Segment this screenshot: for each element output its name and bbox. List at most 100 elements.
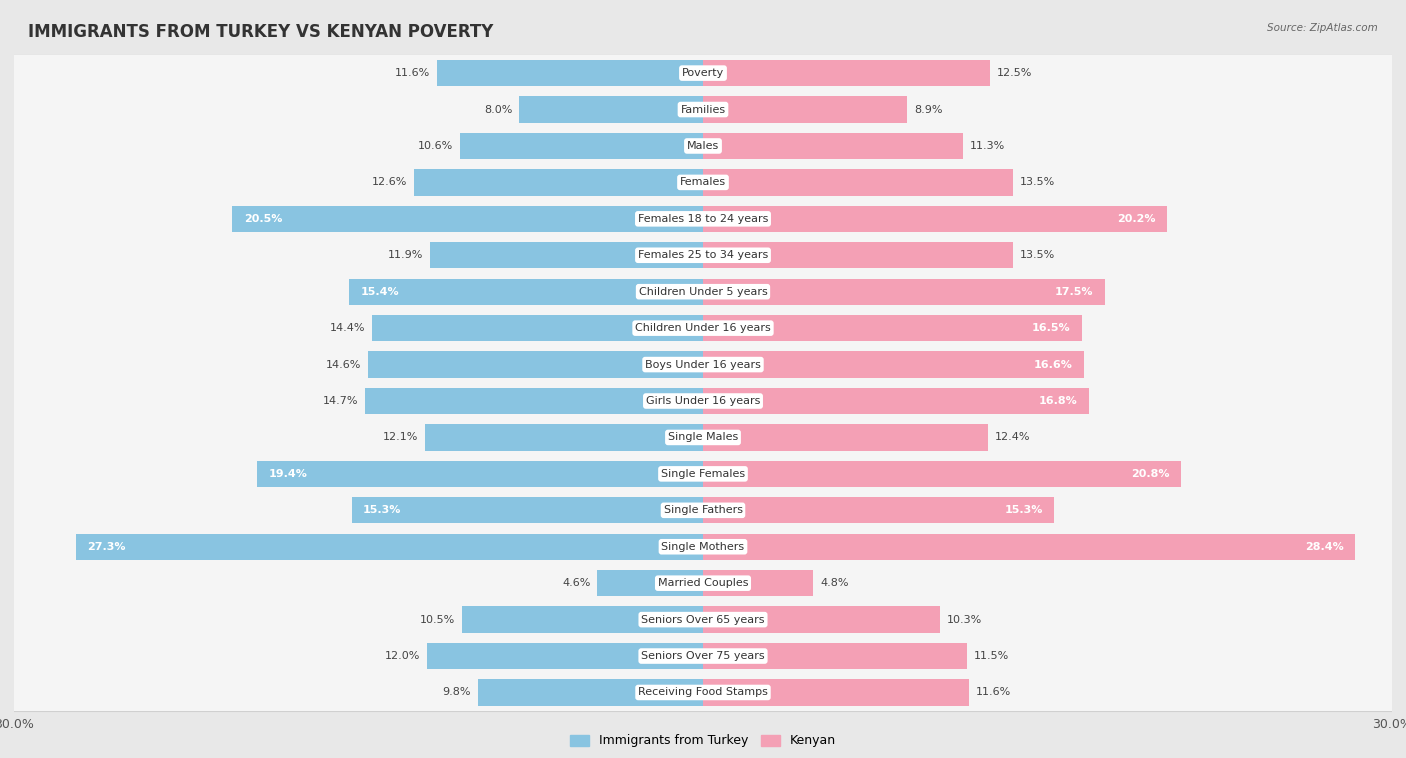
Bar: [703, 388, 1088, 414]
Text: 20.5%: 20.5%: [243, 214, 283, 224]
Text: 12.1%: 12.1%: [382, 433, 418, 443]
Text: 20.8%: 20.8%: [1130, 469, 1170, 479]
Bar: [14, 128, 1392, 164]
Bar: [703, 60, 990, 86]
Bar: [14, 601, 1392, 637]
Bar: [703, 570, 813, 597]
Legend: Immigrants from Turkey, Kenyan: Immigrants from Turkey, Kenyan: [565, 729, 841, 753]
Text: Receiving Food Stamps: Receiving Food Stamps: [638, 688, 768, 697]
Text: Boys Under 16 years: Boys Under 16 years: [645, 359, 761, 370]
Text: IMMIGRANTS FROM TURKEY VS KENYAN POVERTY: IMMIGRANTS FROM TURKEY VS KENYAN POVERTY: [28, 23, 494, 41]
Text: Males: Males: [688, 141, 718, 151]
Text: Females 25 to 34 years: Females 25 to 34 years: [638, 250, 768, 260]
Bar: [14, 637, 1392, 675]
Bar: [14, 675, 1392, 711]
Bar: [703, 205, 1167, 232]
Bar: [703, 424, 988, 450]
Bar: [232, 205, 703, 232]
Bar: [14, 528, 1392, 565]
Bar: [437, 60, 703, 86]
Bar: [598, 570, 703, 597]
Text: Children Under 5 years: Children Under 5 years: [638, 287, 768, 296]
Text: 11.6%: 11.6%: [395, 68, 430, 78]
Text: 12.0%: 12.0%: [385, 651, 420, 661]
Bar: [14, 91, 1392, 128]
Bar: [703, 679, 969, 706]
Text: Single Mothers: Single Mothers: [661, 542, 745, 552]
Text: Source: ZipAtlas.com: Source: ZipAtlas.com: [1267, 23, 1378, 33]
Bar: [703, 242, 1012, 268]
Text: 19.4%: 19.4%: [269, 469, 308, 479]
Bar: [14, 164, 1392, 201]
Bar: [703, 534, 1355, 560]
Bar: [703, 643, 967, 669]
Text: 12.5%: 12.5%: [997, 68, 1032, 78]
Text: 13.5%: 13.5%: [1019, 177, 1054, 187]
Bar: [14, 419, 1392, 456]
Bar: [703, 133, 963, 159]
Text: Seniors Over 65 years: Seniors Over 65 years: [641, 615, 765, 625]
Text: Married Couples: Married Couples: [658, 578, 748, 588]
Bar: [703, 352, 1084, 377]
Text: Single Fathers: Single Fathers: [664, 506, 742, 515]
Bar: [425, 424, 703, 450]
Text: 11.6%: 11.6%: [976, 688, 1011, 697]
Text: 16.5%: 16.5%: [1032, 323, 1070, 333]
Text: 14.4%: 14.4%: [330, 323, 366, 333]
Text: 10.5%: 10.5%: [420, 615, 456, 625]
Text: Single Males: Single Males: [668, 433, 738, 443]
Text: 8.0%: 8.0%: [484, 105, 512, 114]
Bar: [703, 461, 1181, 487]
Text: 11.9%: 11.9%: [388, 250, 423, 260]
Bar: [14, 274, 1392, 310]
Bar: [14, 237, 1392, 274]
Bar: [703, 96, 907, 123]
Text: 15.3%: 15.3%: [1004, 506, 1043, 515]
Bar: [14, 55, 1392, 91]
Text: Females: Females: [681, 177, 725, 187]
Text: 14.7%: 14.7%: [323, 396, 359, 406]
Bar: [460, 133, 703, 159]
Bar: [703, 279, 1105, 305]
Bar: [14, 565, 1392, 601]
Bar: [14, 492, 1392, 528]
Text: 9.8%: 9.8%: [443, 688, 471, 697]
Bar: [14, 346, 1392, 383]
Text: Girls Under 16 years: Girls Under 16 years: [645, 396, 761, 406]
Bar: [257, 461, 703, 487]
Text: 11.5%: 11.5%: [974, 651, 1010, 661]
Text: 17.5%: 17.5%: [1054, 287, 1094, 296]
Text: 16.6%: 16.6%: [1033, 359, 1073, 370]
Bar: [427, 643, 703, 669]
Text: 12.6%: 12.6%: [371, 177, 406, 187]
Text: Females 18 to 24 years: Females 18 to 24 years: [638, 214, 768, 224]
Text: 10.6%: 10.6%: [418, 141, 453, 151]
Text: 8.9%: 8.9%: [914, 105, 943, 114]
Text: Poverty: Poverty: [682, 68, 724, 78]
Bar: [478, 679, 703, 706]
Bar: [14, 201, 1392, 237]
Bar: [366, 388, 703, 414]
Text: 14.6%: 14.6%: [325, 359, 361, 370]
Text: 15.3%: 15.3%: [363, 506, 402, 515]
Bar: [76, 534, 703, 560]
Text: Children Under 16 years: Children Under 16 years: [636, 323, 770, 333]
Bar: [413, 169, 703, 196]
Bar: [519, 96, 703, 123]
Bar: [703, 169, 1012, 196]
Bar: [14, 310, 1392, 346]
Bar: [373, 315, 703, 341]
Bar: [14, 456, 1392, 492]
Bar: [430, 242, 703, 268]
Text: 4.8%: 4.8%: [820, 578, 849, 588]
Bar: [349, 279, 703, 305]
Text: 10.3%: 10.3%: [946, 615, 981, 625]
Text: 28.4%: 28.4%: [1305, 542, 1344, 552]
Bar: [14, 383, 1392, 419]
Text: Families: Families: [681, 105, 725, 114]
Text: 16.8%: 16.8%: [1039, 396, 1077, 406]
Text: 27.3%: 27.3%: [87, 542, 127, 552]
Bar: [368, 352, 703, 377]
Bar: [703, 315, 1083, 341]
Text: 15.4%: 15.4%: [361, 287, 399, 296]
